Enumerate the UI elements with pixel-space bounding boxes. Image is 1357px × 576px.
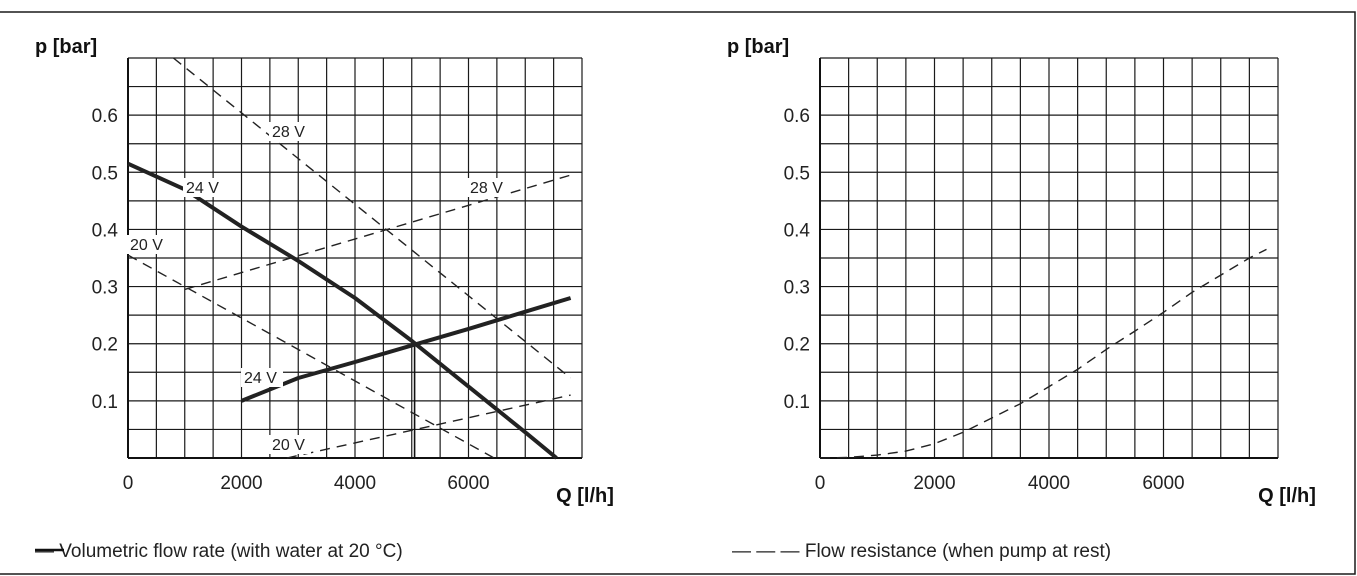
y-tick-label: 0.6	[92, 106, 118, 127]
curve-label: 24 V	[244, 370, 277, 387]
x-axis-title: Q [l/h]	[1258, 485, 1316, 507]
y-axis-title: p [bar]	[35, 36, 97, 58]
x-tick-label: 6000	[1142, 473, 1184, 494]
y-tick-label: 0.1	[92, 392, 118, 413]
y-tick-label: 0.5	[92, 163, 118, 184]
x-tick-label: 2000	[220, 473, 262, 494]
y-tick-label: 0.2	[92, 335, 118, 356]
plot-grid	[127, 57, 583, 459]
x-tick-label: 4000	[1028, 473, 1070, 494]
y-tick-label: 0.4	[784, 220, 811, 241]
y-tick-label: 0.2	[784, 335, 810, 356]
curve-label: 28 V	[272, 124, 305, 141]
chart-volumetric-flow: p [bar] Q [l/h] — Volumetric flow rate (…	[35, 36, 614, 562]
y-tick-label: 0.3	[92, 278, 118, 299]
y-tick-label: 0.1	[784, 392, 810, 413]
curve-label-bg	[269, 435, 311, 454]
x-axis-title: Q [l/h]	[556, 485, 614, 507]
curve-label: 20 V	[130, 237, 163, 254]
legend-flow-resistance: — — — Flow resistance (when pump at rest…	[732, 541, 1111, 562]
x-tick-label: 2000	[913, 473, 955, 494]
plot-grid	[819, 57, 1279, 459]
curve-label-bg	[183, 178, 225, 197]
x-tick-label: 0	[123, 473, 134, 494]
legend-volumetric-flow: — Volumetric flow rate (with water at 20…	[35, 541, 403, 562]
x-tick-label: 6000	[447, 473, 489, 494]
y-tick-label: 0.6	[784, 106, 810, 127]
x-tick-label: 4000	[334, 473, 376, 494]
curve-label: 20 V	[272, 437, 305, 454]
series-line-solid	[127, 161, 558, 460]
series-line-dashed	[127, 254, 495, 459]
y-tick-label: 0.3	[784, 278, 810, 299]
curve-label-bg	[127, 235, 169, 254]
series-line-dashed	[286, 394, 571, 459]
y-tick-label: 0.4	[92, 220, 119, 241]
curve-label-bg	[241, 368, 283, 387]
figure-border	[0, 11, 1356, 575]
series-line-dashed	[184, 174, 571, 291]
curve-label-bg	[269, 122, 311, 141]
x-tick-label: 0	[815, 473, 826, 494]
y-axis-title: p [bar]	[727, 36, 789, 58]
series-line-dashed	[819, 248, 1267, 459]
series-line-solid	[240, 296, 572, 403]
chart-flow-resistance: p [bar] Q [l/h] — — — Flow resistance (w…	[727, 36, 1316, 562]
y-tick-label: 0.5	[784, 163, 810, 184]
curve-label: 24 V	[186, 180, 219, 197]
series-line-dashed	[172, 57, 572, 379]
curve-label: 28 V	[470, 180, 503, 197]
curve-label-bg	[467, 178, 509, 197]
